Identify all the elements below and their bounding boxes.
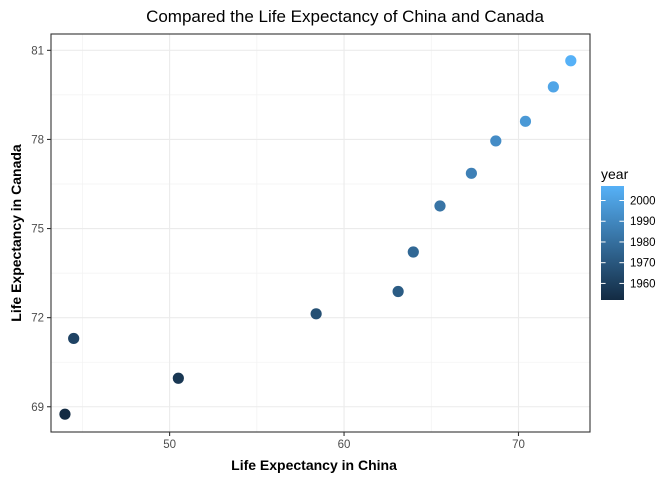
y-tick-label: 75	[31, 224, 44, 236]
x-tick-label: 60	[338, 439, 351, 451]
legend-tick-label: 2000	[630, 196, 656, 208]
y-tick-label: 69	[31, 402, 44, 414]
x-tick-label: 70	[512, 439, 525, 451]
data-point	[547, 81, 559, 93]
legend-tick-label: 1960	[630, 278, 656, 290]
data-point	[59, 408, 71, 420]
y-axis: 69 72 75 78 81	[31, 45, 51, 414]
data-point	[565, 55, 577, 67]
data-point	[407, 246, 419, 258]
chart-title: Compared the Life Expectancy of China an…	[146, 7, 544, 26]
data-point	[172, 372, 184, 384]
data-point	[310, 308, 322, 320]
x-axis: 50 60 70	[163, 432, 525, 451]
y-tick-label: 78	[31, 134, 44, 146]
legend-ticks: 1960 1970 1980 1990 2000	[601, 196, 656, 290]
x-tick-label: 50	[163, 439, 176, 451]
color-legend: year 1960 1970 1980 1990 2000	[601, 166, 656, 300]
data-point	[434, 200, 446, 212]
minor-grid	[51, 34, 590, 432]
legend-title: year	[601, 166, 629, 182]
data-point	[68, 332, 80, 345]
data-point	[490, 135, 502, 147]
legend-tick-label: 1990	[630, 216, 656, 228]
legend-tick-label: 1970	[630, 258, 656, 270]
legend-color-bar	[601, 186, 624, 300]
y-axis-label: Life Expectancy in Canada	[8, 144, 24, 322]
plot-panel	[51, 34, 590, 432]
legend-tick-label: 1980	[630, 237, 656, 249]
y-tick-label: 72	[31, 313, 44, 325]
plot-border	[50, 33, 591, 433]
data-point	[519, 115, 532, 127]
y-tick-label: 81	[31, 45, 44, 57]
data-point	[392, 285, 404, 298]
points-layer	[59, 55, 577, 420]
x-axis-label: Life Expectancy in China	[231, 457, 397, 473]
data-point	[465, 167, 477, 179]
